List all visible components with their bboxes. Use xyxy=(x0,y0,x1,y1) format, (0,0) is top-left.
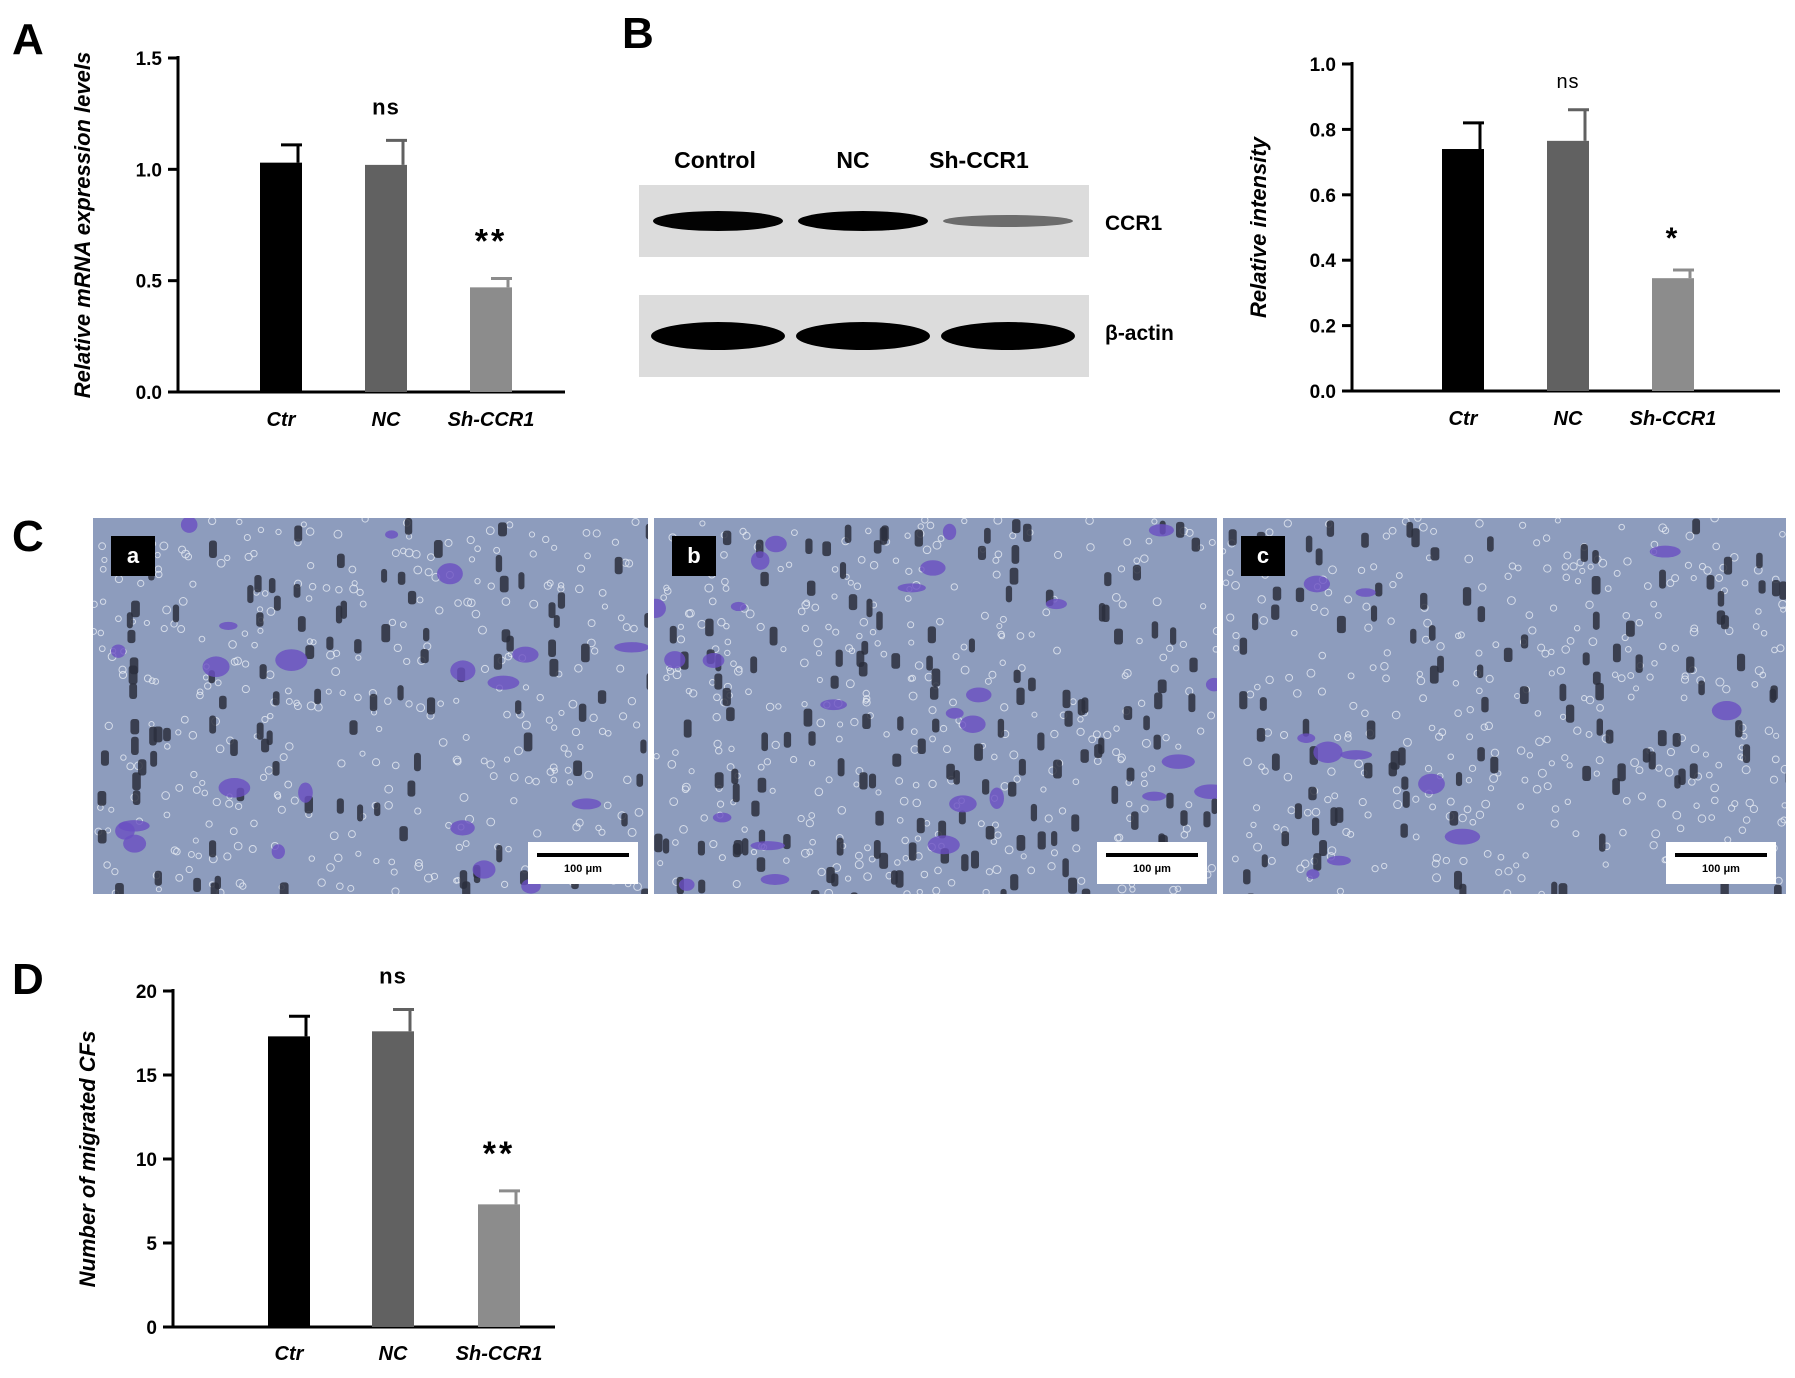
band-beta-actin-nc xyxy=(796,322,930,350)
micrograph-b: b 100 μm xyxy=(654,518,1217,894)
y-tick-label: 0.0 xyxy=(136,383,162,404)
x-tick-label-ctr: Ctr xyxy=(267,409,297,431)
scale-bar-label-c: 100 μm xyxy=(1702,863,1740,875)
band-beta-actin-control xyxy=(651,322,785,350)
panel-letter-b: B xyxy=(622,9,654,58)
y-tick-label: 15 xyxy=(136,1066,158,1087)
bar-ctr xyxy=(1442,149,1484,391)
bar-ctr xyxy=(260,162,302,392)
chart-migrated-cfs: 0 5 10 15 20 Number of migrated CFs Ctr ns NC ** S… xyxy=(75,970,555,1365)
blot-strip-ccr1 xyxy=(639,185,1089,257)
chart-mrna-expression: 0.0 0.5 1.0 1.5 Relative mRNA expression lev… xyxy=(70,49,565,431)
y-tick-label: 0.4 xyxy=(1310,251,1337,272)
bar-ctr xyxy=(268,1036,310,1327)
bar-nc xyxy=(372,1031,414,1327)
x-tick-label-nc: NC xyxy=(1554,408,1583,430)
micrograph-c: c 100 μm xyxy=(1223,518,1786,894)
band-beta-actin-sh-ccr1 xyxy=(941,322,1075,350)
significance-nc: ns xyxy=(372,94,400,119)
y-tick-label: 1.5 xyxy=(136,49,163,70)
y-axis-label: Number of migrated CFs xyxy=(75,1031,100,1288)
band-ccr1-sh-ccr1 xyxy=(943,215,1073,227)
y-tick-label: 10 xyxy=(136,1150,157,1171)
y-tick-label: 0 xyxy=(146,1318,157,1339)
blot-lane-label-nc: NC xyxy=(836,147,870,173)
micrograph-image-c xyxy=(1223,518,1786,894)
y-tick-label: 0.6 xyxy=(1310,186,1336,207)
y-axis-label: Relative mRNA expression levels xyxy=(70,52,95,398)
micrograph-label-a: a xyxy=(111,536,155,576)
x-tick-label-ctr: Ctr xyxy=(1449,408,1479,430)
bar-sh-ccr1 xyxy=(478,1204,520,1327)
micrograph-label-c: c xyxy=(1241,536,1285,576)
blot-strip-beta-actin xyxy=(639,295,1089,377)
significance-sh-ccr1: ** xyxy=(475,222,507,260)
bar-nc xyxy=(1547,140,1589,391)
x-tick-label-sh-ccr1: Sh-CCR1 xyxy=(448,409,535,431)
panel-letter-a: A xyxy=(12,15,44,64)
panel-letter-d: D xyxy=(12,955,44,1004)
significance-sh-ccr1: ** xyxy=(483,1135,515,1173)
scale-bar-c: 100 μm xyxy=(1666,842,1776,884)
y-axis-label: Relative intensity xyxy=(1246,135,1271,318)
bar-sh-ccr1 xyxy=(470,287,512,392)
y-tick-label: 0.8 xyxy=(1310,120,1336,141)
scale-bar-label-a: 100 μm xyxy=(564,863,602,875)
y-tick-label: 0.2 xyxy=(1310,317,1336,338)
bar-sh-ccr1 xyxy=(1652,278,1694,391)
blot-lane-label-sh-ccr1: Sh-CCR1 xyxy=(929,147,1029,173)
scale-bar-label-b: 100 μm xyxy=(1133,863,1171,875)
bar-nc xyxy=(365,164,407,392)
panel-letter-c: C xyxy=(12,512,44,561)
micrograph-a: a 100 μm xyxy=(93,518,648,894)
x-tick-label-nc: NC xyxy=(372,409,401,431)
western-blot: Control NC Sh-CCR1 CCR1 β-actin xyxy=(635,140,1215,380)
band-ccr1-control xyxy=(653,211,783,231)
significance-sh-ccr1: * xyxy=(1666,222,1681,255)
significance-nc: ns xyxy=(379,970,407,988)
scale-bar-b: 100 μm xyxy=(1097,842,1207,884)
micrograph-image-b xyxy=(654,518,1217,894)
band-ccr1-nc xyxy=(798,211,928,231)
x-tick-label-sh-ccr1: Sh-CCR1 xyxy=(1630,408,1717,430)
x-tick-label-nc: NC xyxy=(379,1343,408,1365)
blot-row-label-beta-actin: β-actin xyxy=(1105,322,1174,345)
y-tick-label: 5 xyxy=(146,1234,157,1255)
micrograph-label-b: b xyxy=(672,536,716,576)
significance-nc: ns xyxy=(1556,71,1579,93)
micrograph-image-a xyxy=(93,518,648,894)
y-tick-label: 1.0 xyxy=(136,160,162,181)
y-tick-label: 20 xyxy=(136,982,157,1003)
x-tick-label-ctr: Ctr xyxy=(275,1343,305,1365)
blot-row-label-ccr1: CCR1 xyxy=(1105,212,1163,235)
y-tick-label: 1.0 xyxy=(1310,55,1336,76)
x-tick-label-sh-ccr1: Sh-CCR1 xyxy=(456,1343,543,1365)
scale-bar-a: 100 μm xyxy=(528,842,638,884)
blot-lane-label-control: Control xyxy=(674,147,756,173)
y-tick-label: 0.0 xyxy=(1310,382,1336,403)
chart-relative-intensity: 0.0 0.2 0.4 0.6 0.8 1.0 Relative intensity Ctr n… xyxy=(1246,55,1780,430)
y-tick-label: 0.5 xyxy=(136,272,163,293)
